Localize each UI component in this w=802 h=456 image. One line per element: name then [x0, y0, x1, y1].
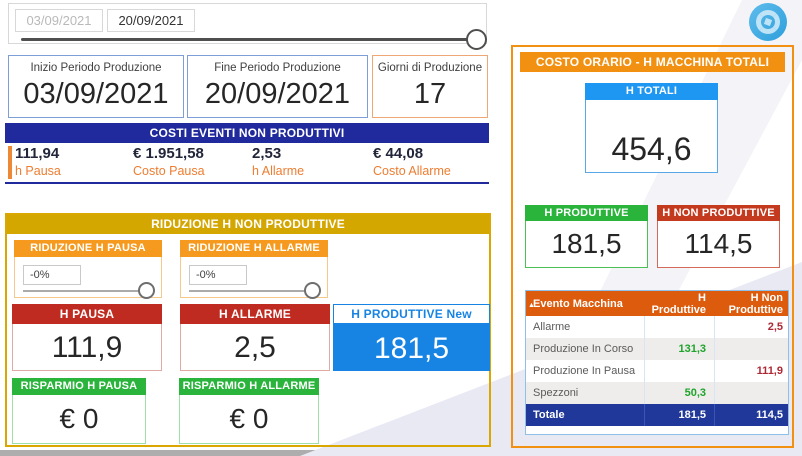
h-allarme-title: H ALLARME: [180, 304, 330, 324]
stat-value: € 1.951,58: [133, 145, 204, 162]
costi-stats-row: 111,94 h Pausa € 1.951,58 Costo Pausa 2,…: [5, 143, 489, 182]
cell-produttive: 181,5: [644, 404, 714, 426]
table-header-row: Evento Macchina ▲ H Produttive H Non Pro…: [526, 291, 788, 316]
card-label: Fine Periodo Produzione: [214, 62, 341, 74]
h-pausa-value: 111,9: [51, 331, 123, 364]
riduzione-pausa-slider-handle[interactable]: [138, 282, 155, 299]
card-label: Giorni di Produzione: [377, 62, 483, 74]
costo-orario-panel: COSTO ORARIO - H MACCHINA TOTALI H TOTAL…: [511, 45, 794, 448]
h-produttive-value: 181,5: [551, 228, 622, 259]
start-date-input[interactable]: [15, 9, 103, 32]
table-row[interactable]: Spezzoni 50,3: [526, 382, 788, 404]
stat-costo-pausa: € 1.951,58 Costo Pausa: [133, 145, 205, 178]
stat-value: € 44,08: [373, 145, 424, 162]
column-header-h-produttive[interactable]: H Produttive: [651, 291, 706, 316]
stat-value: 2,53: [252, 145, 282, 162]
h-allarme-value: 2,5: [234, 331, 276, 364]
card-inizio-periodo: Inizio Periodo Produzione 03/09/2021: [8, 55, 184, 118]
h-pausa-title: H PAUSA: [12, 304, 162, 324]
riduzione-pausa-percent-input[interactable]: [23, 265, 81, 285]
card-fine-periodo: Fine Periodo Produzione 20/09/2021: [187, 55, 368, 118]
stat-value: 111,94: [15, 145, 60, 162]
end-date-input[interactable]: [107, 9, 195, 32]
riduzione-pausa-slider-track[interactable]: [23, 290, 155, 292]
riduzione-allarme-percent-input[interactable]: [189, 265, 247, 285]
card-value: 20/09/2021: [204, 78, 351, 110]
stat-label: Costo Allarme: [373, 164, 451, 178]
cell-non-produttive: 114,5: [714, 404, 790, 426]
h-produttive-new-card: H PRODUTTIVE New 181,5: [333, 304, 490, 371]
h-non-produttive-value: 114,5: [684, 228, 753, 259]
stat-h-pausa: 111,94 h Pausa: [15, 145, 61, 178]
cell-non-produttive: 111,9: [714, 360, 790, 382]
costi-divider: [5, 182, 489, 184]
cell-produttive: 50,3: [644, 382, 714, 404]
eventi-macchina-table: Evento Macchina ▲ H Produttive H Non Pro…: [525, 290, 789, 435]
cell-evento: Totale: [533, 409, 565, 421]
stat-label: h Pausa: [15, 164, 61, 178]
table-row[interactable]: Allarme 2,5: [526, 316, 788, 338]
card-value: 03/09/2021: [23, 78, 169, 110]
riduzione-h-pausa-title: RIDUZIONE H PAUSA: [14, 240, 162, 257]
h-totali-value: 454,6: [611, 131, 692, 167]
h-totali-card: H TOTALI 454,6: [585, 83, 718, 173]
stat-label: Costo Pausa: [133, 164, 205, 178]
card-label: Inizio Periodo Produzione: [30, 62, 162, 74]
costo-orario-title: COSTO ORARIO - H MACCHINA TOTALI: [520, 52, 785, 72]
cell-produttive: [644, 360, 714, 382]
h-produttive-new-title: H PRODUTTIVE New: [333, 304, 490, 324]
h-allarme-card: H ALLARME 2,5: [180, 304, 330, 371]
h-produttive-card: H PRODUTTIVE 181,5: [525, 205, 648, 268]
risparmio-h-allarme-title: RISPARMIO H ALLARME: [179, 378, 319, 395]
stat-h-allarme: 2,53 h Allarme: [252, 145, 304, 178]
column-header-evento-macchina[interactable]: Evento Macchina ▲: [526, 298, 644, 310]
brand-logo-icon: [749, 3, 787, 41]
h-non-produttive-card: H NON PRODUTTIVE 114,5: [657, 205, 780, 268]
cell-evento: Spezzoni: [533, 387, 579, 399]
card-giorni-produzione: Giorni di Produzione 17: [372, 55, 488, 118]
h-totali-title: H TOTALI: [585, 83, 718, 100]
cell-non-produttive: [714, 338, 790, 360]
riduzione-h-pausa-card: RIDUZIONE H PAUSA: [14, 240, 162, 299]
h-non-produttive-title: H NON PRODUTTIVE: [657, 205, 780, 221]
h-produttive-new-value: 181,5: [373, 332, 450, 365]
risparmio-h-pausa-card: RISPARMIO H PAUSA € 0: [12, 378, 146, 444]
cell-non-produttive: 2,5: [714, 316, 790, 338]
h-produttive-title: H PRODUTTIVE: [525, 205, 648, 221]
date-range-slicer: [8, 3, 487, 50]
stat-label: h Allarme: [252, 164, 305, 178]
cell-non-produttive: [714, 382, 790, 404]
risparmio-h-allarme-value: € 0: [229, 403, 269, 434]
costi-section-title: COSTI EVENTI NON PRODUTTIVI: [5, 123, 489, 143]
risparmio-h-allarme-card: RISPARMIO H ALLARME € 0: [179, 378, 319, 444]
cell-evento: Allarme: [533, 321, 571, 333]
accent-bar: [8, 146, 12, 179]
risparmio-h-pausa-value: € 0: [59, 403, 99, 434]
column-header-label: Evento Macchina: [533, 297, 623, 310]
sort-ascending-icon: ▲: [528, 301, 535, 309]
riduzione-panel: RIDUZIONE H NON PRODUTTIVE RIDUZIONE H P…: [5, 213, 491, 447]
cell-produttive: 131,3: [644, 338, 714, 360]
riduzione-h-allarme-card: RIDUZIONE H ALLARME: [180, 240, 328, 299]
table-total-row: Totale 181,5 114,5: [526, 404, 788, 426]
table-row[interactable]: Produzione In Corso 131,3: [526, 338, 788, 360]
cell-evento: Produzione In Pausa: [533, 365, 636, 377]
date-range-slider-track[interactable]: [21, 38, 473, 41]
riduzione-h-allarme-title: RIDUZIONE H ALLARME: [180, 240, 328, 257]
riduzione-allarme-slider-track[interactable]: [189, 290, 321, 292]
riduzione-panel-title: RIDUZIONE H NON PRODUTTIVE: [7, 215, 489, 234]
stat-costo-allarme: € 44,08 Costo Allarme: [373, 145, 451, 178]
card-value: 17: [413, 78, 447, 110]
date-range-slider-handle[interactable]: [466, 29, 487, 50]
table-row[interactable]: Produzione In Pausa 111,9: [526, 360, 788, 382]
risparmio-h-pausa-title: RISPARMIO H PAUSA: [12, 378, 146, 395]
cell-evento: Produzione In Corso: [533, 343, 634, 355]
riduzione-allarme-slider-handle[interactable]: [304, 282, 321, 299]
h-pausa-card: H PAUSA 111,9: [12, 304, 162, 371]
cell-produttive: [644, 316, 714, 338]
column-header-h-non-produttive[interactable]: H Non Produttive: [728, 291, 783, 316]
